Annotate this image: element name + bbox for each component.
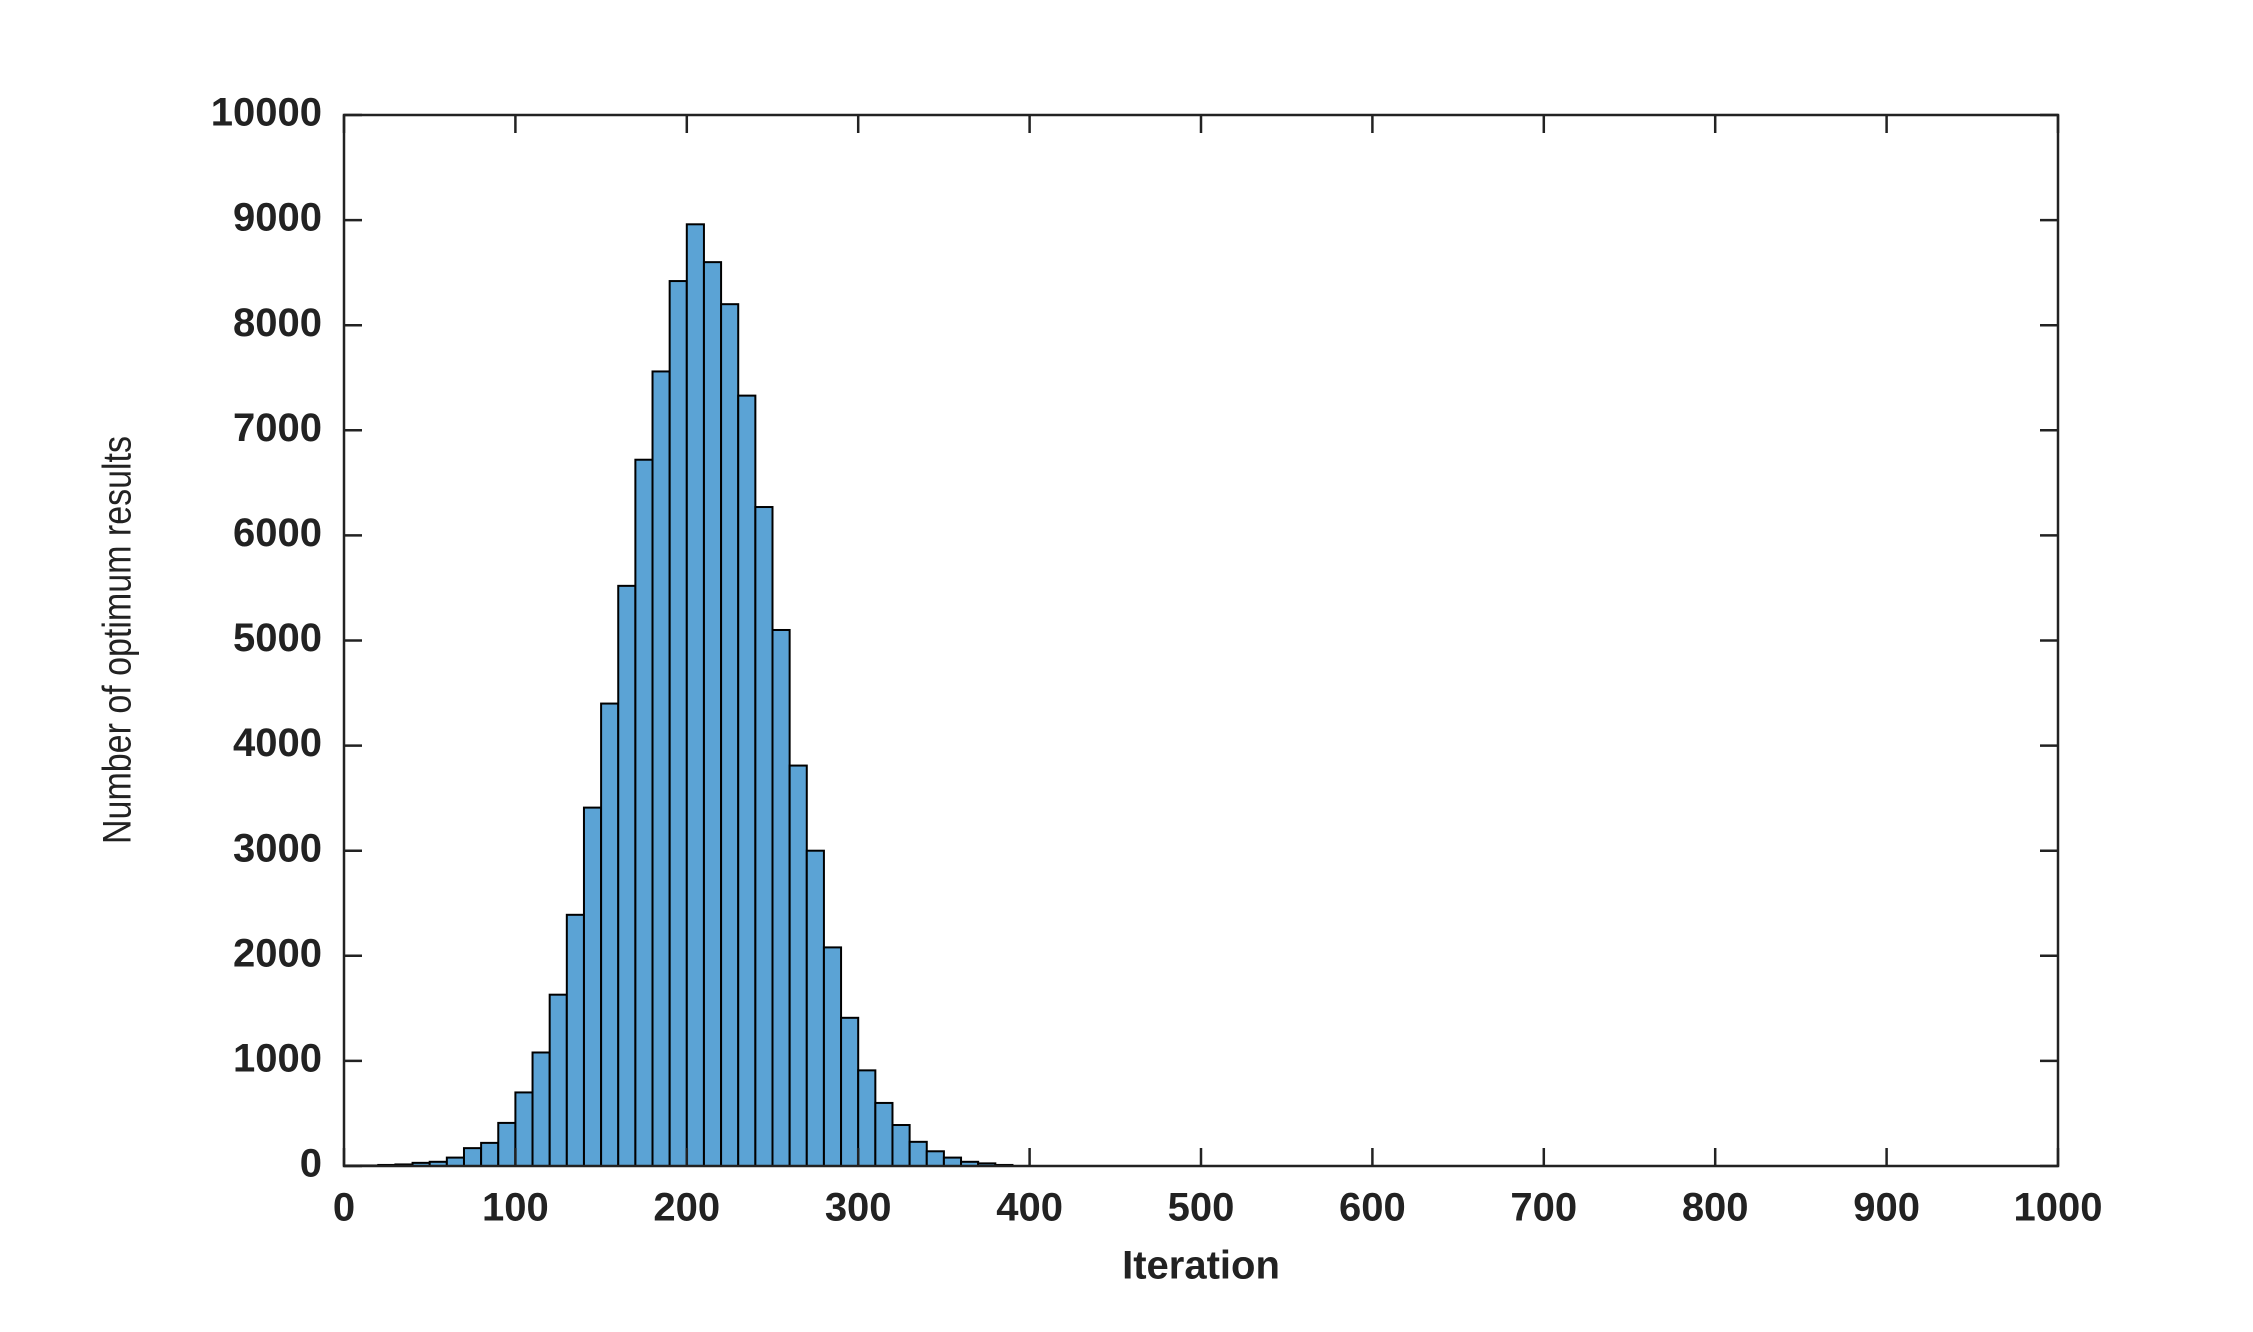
bar — [857, 1069, 877, 1168]
y-tick-label: 10000 — [211, 91, 322, 135]
bar — [480, 1141, 500, 1168]
bar — [617, 584, 637, 1167]
y-tick-label: 1000 — [233, 1036, 322, 1080]
x-tick-label: 600 — [1339, 1186, 1406, 1230]
y-tick-label: 6000 — [233, 511, 322, 555]
bar — [565, 913, 585, 1167]
bar — [840, 1016, 860, 1168]
bar — [497, 1121, 517, 1168]
x-tick-label: 700 — [1510, 1186, 1577, 1230]
y-tick-label: 8000 — [233, 301, 322, 345]
bar — [771, 628, 791, 1167]
bar — [600, 702, 620, 1167]
bar — [891, 1124, 911, 1167]
y-tick-label: 7000 — [233, 406, 322, 450]
x-tick-label: 200 — [653, 1186, 720, 1230]
y-tick-label: 5000 — [233, 616, 322, 660]
x-tick-label: 100 — [482, 1186, 549, 1230]
bar — [548, 993, 568, 1168]
y-axis-label: Number of optimum results — [94, 436, 139, 844]
x-axis-label: Iteration — [1122, 1244, 1280, 1288]
bar — [445, 1156, 465, 1168]
bar — [582, 806, 603, 1167]
x-tick-label: 0 — [333, 1186, 355, 1230]
bar — [874, 1101, 894, 1167]
bar — [754, 506, 774, 1167]
bar — [720, 303, 740, 1167]
bar — [651, 370, 671, 1168]
bar — [634, 458, 654, 1167]
y-tick-label: 0 — [300, 1142, 322, 1186]
bar — [685, 223, 705, 1167]
bar — [668, 280, 688, 1168]
bar — [805, 849, 825, 1167]
bar — [514, 1091, 534, 1168]
x-tick-label: 800 — [1682, 1186, 1749, 1230]
bar — [702, 261, 723, 1167]
x-tick-label: 300 — [825, 1186, 892, 1230]
x-tick-label: 1000 — [2014, 1186, 2103, 1230]
y-tick-label: 4000 — [233, 721, 322, 765]
bar — [822, 946, 843, 1168]
y-tick-label: 3000 — [233, 826, 322, 870]
x-tick-label: 500 — [1168, 1186, 1235, 1230]
bar — [531, 1051, 551, 1167]
bar — [462, 1147, 483, 1168]
y-tick-label: 2000 — [233, 931, 322, 975]
bar — [942, 1156, 963, 1168]
x-tick-label: 900 — [1853, 1186, 1920, 1230]
bar — [925, 1150, 945, 1168]
x-tick-label: 400 — [996, 1186, 1063, 1230]
bar — [908, 1140, 928, 1168]
bar — [737, 394, 757, 1167]
y-tick-label: 9000 — [233, 196, 322, 240]
bar — [788, 764, 808, 1167]
